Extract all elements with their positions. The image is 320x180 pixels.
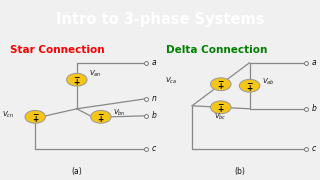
Circle shape (211, 101, 231, 114)
Text: c: c (311, 144, 316, 153)
Text: (b): (b) (235, 167, 245, 176)
Text: Delta Connection: Delta Connection (166, 45, 268, 55)
Circle shape (67, 73, 87, 86)
Text: −: − (218, 100, 224, 109)
Circle shape (239, 79, 260, 92)
Text: −: − (74, 73, 80, 82)
Text: Star Connection: Star Connection (10, 45, 104, 55)
Text: $V_{ab}$: $V_{ab}$ (262, 77, 275, 87)
Text: Intro to 3-phase Systems: Intro to 3-phase Systems (56, 12, 264, 27)
Text: $V_{ca}$: $V_{ca}$ (165, 76, 177, 86)
Text: $V_{bc}$: $V_{bc}$ (214, 111, 227, 122)
Text: +: + (218, 105, 224, 114)
Text: +: + (74, 78, 80, 87)
Text: $V_{cn}$: $V_{cn}$ (2, 110, 14, 120)
Text: a: a (151, 58, 156, 67)
Text: +: + (218, 82, 224, 91)
Text: b: b (311, 104, 316, 113)
Text: $V_{an}$: $V_{an}$ (89, 69, 101, 79)
Text: a: a (311, 58, 316, 67)
Text: c: c (151, 144, 156, 153)
Text: −: − (98, 110, 104, 119)
Text: (a): (a) (71, 167, 82, 176)
Text: −: − (218, 77, 224, 86)
Text: −: − (32, 110, 38, 119)
Text: b: b (151, 111, 156, 120)
Text: +: + (246, 84, 253, 93)
Circle shape (25, 110, 45, 123)
Circle shape (211, 78, 231, 91)
Text: $V_{bn}$: $V_{bn}$ (113, 108, 126, 118)
Text: +: + (98, 115, 104, 124)
Circle shape (91, 110, 111, 123)
Text: +: + (32, 115, 38, 124)
Text: −: − (246, 79, 253, 88)
Text: n: n (151, 94, 156, 103)
